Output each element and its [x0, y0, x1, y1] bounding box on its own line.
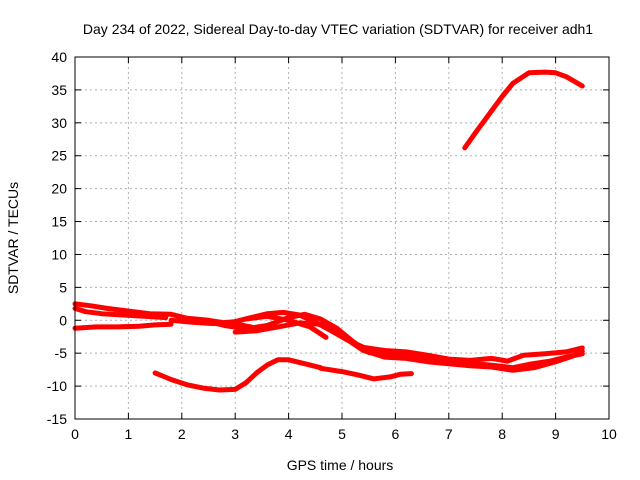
x-tick-label: 3 — [231, 426, 239, 442]
y-tick-label: 10 — [51, 246, 67, 262]
x-tick-label: 0 — [71, 426, 79, 442]
x-axis-ticks: 0 1 2 3 4 5 6 7 8 9 10 — [71, 57, 617, 442]
y-tick-label: -5 — [55, 345, 68, 361]
grid-lines — [75, 57, 609, 419]
data-series-group — [72, 69, 585, 393]
x-tick-label: 5 — [338, 426, 346, 442]
series-track-b — [72, 305, 169, 321]
y-tick-label: 40 — [51, 49, 67, 65]
x-tick-label: 1 — [125, 426, 133, 442]
y-tick-label: -10 — [47, 378, 67, 394]
series-track-c — [72, 321, 174, 331]
y-tick-label: 20 — [51, 181, 67, 197]
y-axis-ticks: -15 -10 -5 0 5 10 15 20 25 30 35 40 — [47, 49, 609, 427]
x-tick-label: 8 — [498, 426, 506, 442]
series-track-d — [152, 357, 324, 393]
series-track-j — [462, 69, 585, 151]
y-tick-label: 15 — [51, 214, 67, 230]
x-tick-label: 10 — [601, 426, 617, 442]
series-track-i — [243, 313, 329, 340]
x-tick-label: 7 — [445, 426, 453, 442]
x-tick-label: 6 — [392, 426, 400, 442]
series-track-e — [318, 365, 414, 382]
x-tick-label: 4 — [285, 426, 293, 442]
x-tick-label: 9 — [552, 426, 560, 442]
y-axis-title: SDTVAR / TECUs — [5, 182, 21, 294]
chart-title: Day 234 of 2022, Sidereal Day-to-day VTE… — [83, 21, 593, 37]
y-tick-label: 25 — [51, 148, 67, 164]
y-tick-label: 35 — [51, 82, 67, 98]
y-tick-label: 0 — [59, 312, 67, 328]
y-tick-label: 5 — [59, 279, 67, 295]
x-axis-title: GPS time / hours — [287, 457, 394, 473]
y-tick-label: 30 — [51, 115, 67, 131]
x-tick-label: 2 — [178, 426, 186, 442]
y-tick-label: -15 — [47, 411, 67, 427]
